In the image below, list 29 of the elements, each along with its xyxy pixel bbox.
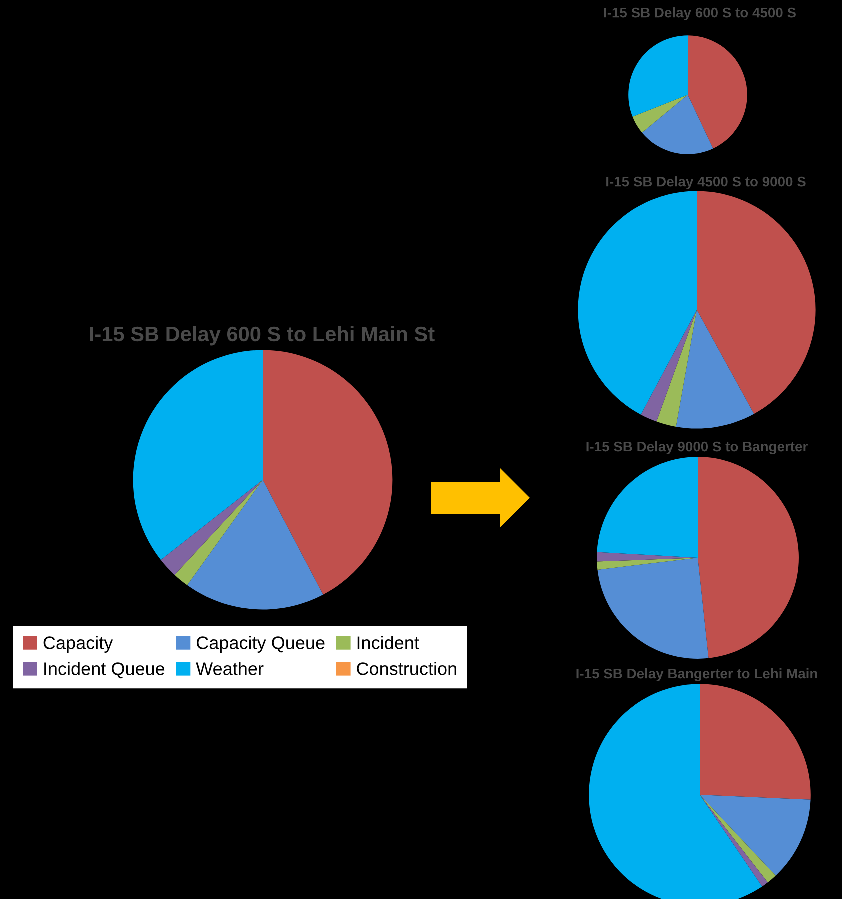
legend-label: Weather	[196, 662, 264, 676]
pie-slice	[676, 310, 754, 429]
chart-title: I-15 SB Delay 4500 S to 9000 S	[606, 176, 806, 190]
legend-label: Incident	[358, 636, 420, 650]
chart-title: I-15 SB Delay 600 S to 4500 S	[604, 8, 796, 20]
legend-label: Incident Queue	[44, 662, 165, 679]
pie-slice	[598, 558, 709, 659]
chart-title: I-15 SB Delay Bangerter to Lehi Main	[576, 668, 818, 682]
pie-slice	[688, 36, 748, 149]
pie-slice	[597, 558, 698, 570]
pie-slice	[697, 191, 816, 414]
pie-slice	[174, 480, 263, 586]
pie-slice	[133, 350, 263, 560]
pie-slice	[263, 350, 393, 595]
legend-label: Capacity	[44, 636, 114, 653]
legend-label: Capacity Queue	[196, 636, 325, 653]
pie-slice	[656, 310, 697, 427]
chart-title: I-15 SB Delay 9000 S to Bangerter	[586, 441, 808, 455]
pie-slice	[161, 480, 263, 576]
pie-slice	[597, 457, 698, 558]
pie-slice	[642, 95, 714, 154]
pie-slice	[187, 480, 324, 610]
chart-title: I-15 SB Delay 600 S to Lehi Main St	[90, 326, 435, 346]
pie-slice	[632, 95, 688, 133]
pie-slice	[628, 36, 688, 117]
pie-slice	[578, 191, 697, 415]
legend-label: Construction	[357, 662, 456, 676]
pie-slice	[641, 310, 697, 422]
pie-slice	[698, 457, 799, 658]
